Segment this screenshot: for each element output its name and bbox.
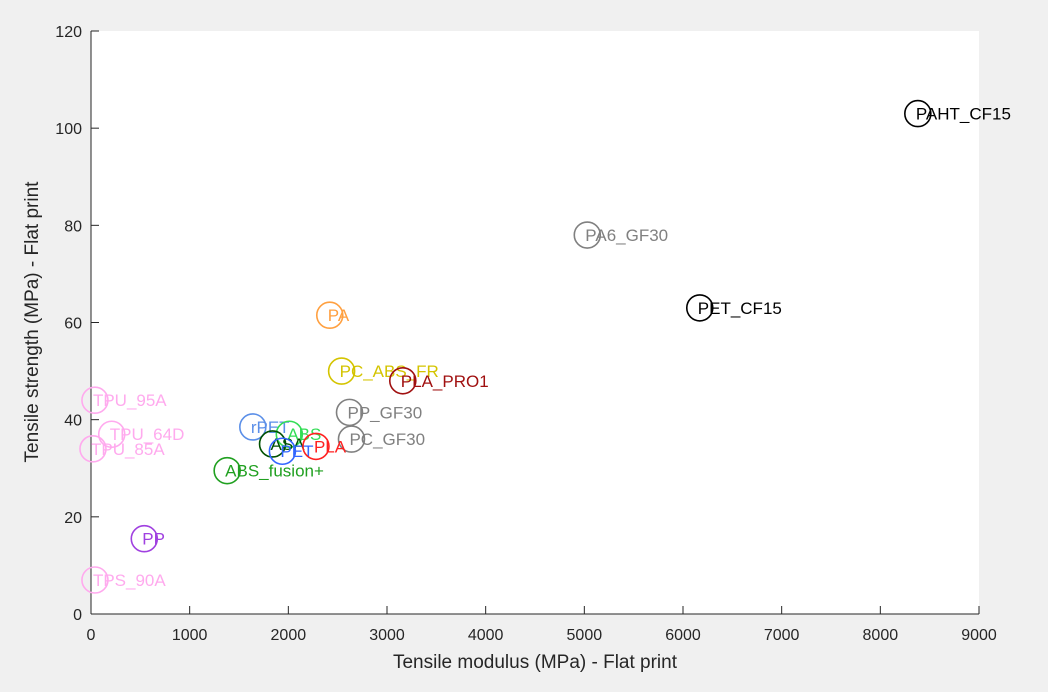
point-marker <box>315 301 344 330</box>
point-marker <box>275 420 304 449</box>
point-marker <box>388 366 417 395</box>
point-label: TPU_95A <box>93 391 167 410</box>
point-label: PA6_GF30 <box>585 226 668 245</box>
x-tick-label: 3000 <box>369 627 405 644</box>
y-tick-label: 80 <box>64 218 82 235</box>
point-label: rPET <box>251 418 290 437</box>
point-marker <box>327 357 356 385</box>
point-marker <box>239 413 267 441</box>
y-tick-label: 20 <box>64 510 82 527</box>
data-point: TPS_90A <box>81 566 166 594</box>
data-point: ABS_fusion+ <box>213 456 324 485</box>
point-marker <box>130 524 159 553</box>
point-label: TPU_64D <box>110 425 185 444</box>
point-label: PET <box>280 442 313 461</box>
point-marker <box>685 294 714 322</box>
x-tick-label: 0 <box>87 627 96 644</box>
data-point: PLA <box>302 432 347 461</box>
point-label: PA <box>328 306 350 325</box>
point-marker <box>268 437 297 466</box>
point-label: ASA <box>271 435 306 454</box>
point-marker <box>337 425 366 453</box>
y-tick-label: 60 <box>64 316 82 333</box>
point-label: TPS_90A <box>93 571 166 590</box>
data-point: PAHT_CF15 <box>904 99 1011 128</box>
point-label: PC_GF30 <box>349 430 425 449</box>
point-marker <box>302 432 330 461</box>
data-point: PP_GF30 <box>335 398 423 427</box>
data-points: PAHT_CF15 PA6_GF30 PET_CF15 PA PC_ABS_FRPLA_… <box>79 99 1011 594</box>
point-label: PP <box>142 530 165 549</box>
x-tick-label: 1000 <box>172 627 208 644</box>
point-marker <box>904 99 932 128</box>
ticks: 0 1000 2000 3000 4000 5000 6000 7000 8000 9000 0 20… <box>55 24 997 644</box>
point-marker <box>97 420 126 449</box>
data-point: TPU_64D <box>97 420 185 449</box>
y-tick-label: 120 <box>55 24 82 41</box>
data-point: PC_GF30 <box>337 425 425 453</box>
point-label: ABS_fusion+ <box>225 462 324 481</box>
point-label: PP_GF30 <box>348 403 423 422</box>
data-point: PP <box>130 524 165 553</box>
x-tick-label: 5000 <box>567 627 603 644</box>
x-tick-label: 9000 <box>961 627 997 644</box>
data-point: PLA_PRO1 <box>388 366 489 395</box>
x-tick-label: 8000 <box>863 627 899 644</box>
x-tick-label: 2000 <box>271 627 307 644</box>
point-marker <box>335 398 364 427</box>
x-axis-label: Tensile modulus (MPa) - Flat print <box>393 652 678 673</box>
point-label: TPU_85A <box>91 440 165 459</box>
point-label: ABS <box>287 425 321 444</box>
x-tick-label: 4000 <box>468 627 504 644</box>
data-point: PA <box>315 301 350 330</box>
data-point: PET <box>268 437 313 466</box>
point-label: PLA <box>314 437 347 456</box>
data-point: PET_CF15 <box>685 294 782 322</box>
point-label: PET_CF15 <box>698 299 782 318</box>
point-label: PAHT_CF15 <box>916 105 1011 124</box>
data-point: TPU_95A <box>81 386 167 415</box>
point-marker <box>258 430 287 458</box>
point-marker <box>81 566 109 594</box>
data-point: ASA <box>258 430 306 458</box>
point-marker <box>573 221 602 249</box>
point-marker <box>81 386 109 415</box>
data-point: ABS <box>275 420 321 449</box>
plot-area <box>91 31 979 614</box>
point-marker <box>213 456 241 485</box>
y-tick-label: 40 <box>64 413 82 430</box>
point-label: PLA_PRO1 <box>401 372 489 391</box>
data-point: rPET <box>239 413 290 441</box>
x-tick-label: 7000 <box>764 627 800 644</box>
data-point: PA6_GF30 <box>573 221 668 249</box>
point-marker <box>79 435 107 463</box>
x-tick-label: 6000 <box>665 627 701 644</box>
y-axis-label: Tensile strength (MPa) - Flat print <box>22 181 43 463</box>
data-point: PC_ABS_FR <box>327 357 439 385</box>
y-tick-label: 100 <box>55 121 82 138</box>
y-tick-label: 0 <box>73 607 82 624</box>
point-label: PC_ABS_FR <box>340 362 439 381</box>
data-point: TPU_85A <box>79 435 165 463</box>
